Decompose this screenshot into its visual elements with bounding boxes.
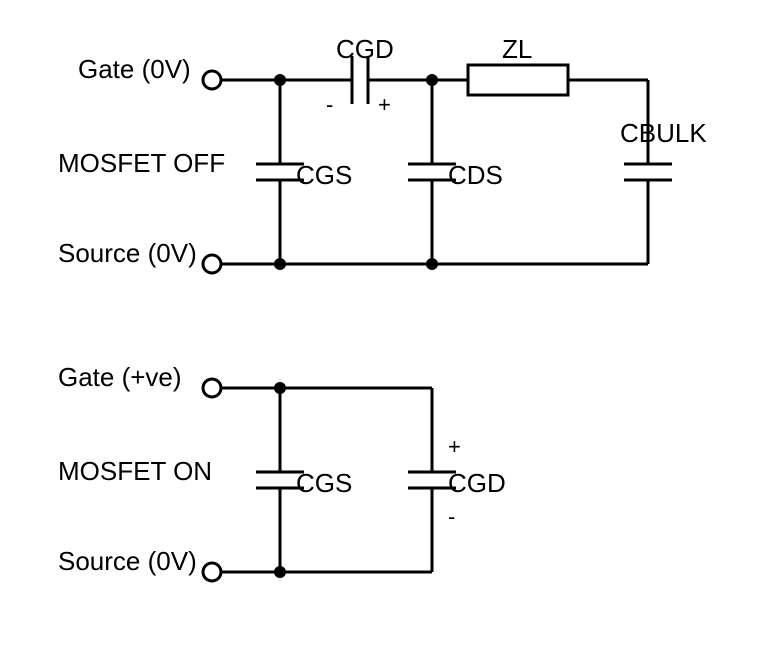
label-gate-off: Gate (0V) — [78, 54, 191, 85]
label-cgd-on: CGD — [448, 468, 506, 499]
label-source-off: Source (0V) — [58, 238, 197, 269]
polarity-cgd-plus-on: + — [448, 434, 461, 460]
polarity-cgd-plus-off: + — [378, 92, 391, 118]
label-cgs-off: CGS — [296, 160, 352, 191]
label-cbulk: CBULK — [620, 118, 707, 149]
polarity-cgd-minus-off: - — [326, 92, 333, 118]
label-cgd-off: CGD — [336, 34, 394, 65]
label-mosfet-on: MOSFET ON — [58, 456, 212, 487]
label-source-on: Source (0V) — [58, 546, 197, 577]
label-cds: CDS — [448, 160, 503, 191]
label-mosfet-off: MOSFET OFF — [58, 148, 225, 179]
label-cgs-on: CGS — [296, 468, 352, 499]
diagram-root: Gate (0V) Source (0V) MOSFET OFF CGS CDS… — [0, 0, 768, 651]
label-zl: ZL — [502, 34, 532, 65]
polarity-cgd-minus-on: - — [448, 504, 455, 530]
label-gate-on: Gate (+ve) — [58, 362, 182, 393]
